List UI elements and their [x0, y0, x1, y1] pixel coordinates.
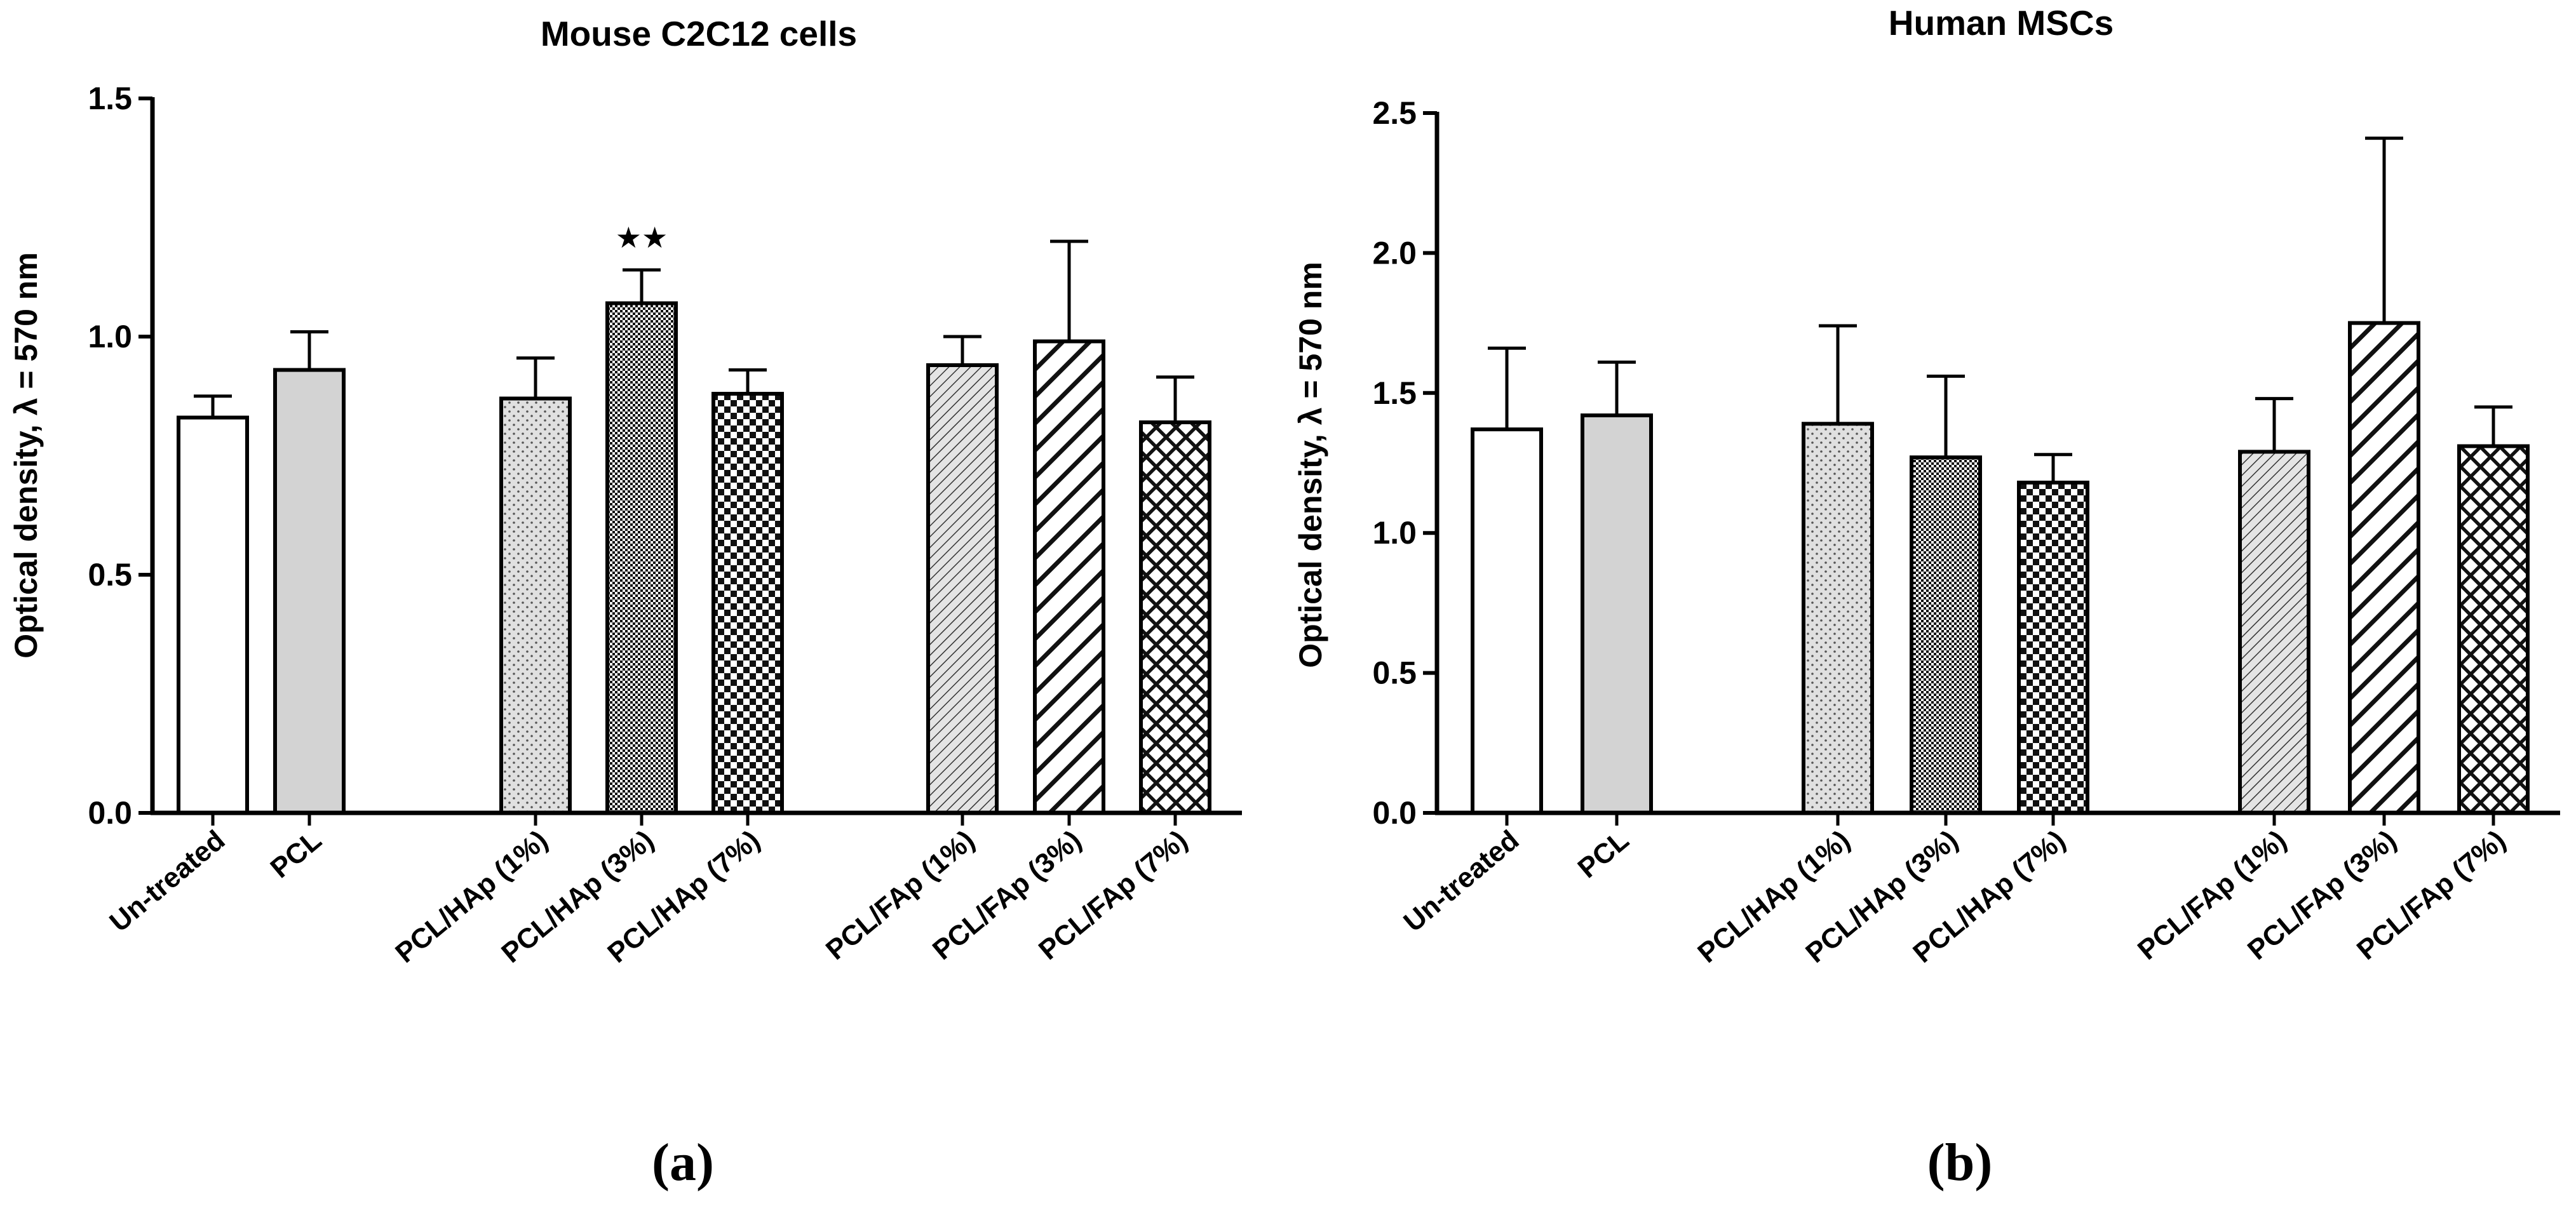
panel-label: (b) — [1927, 1133, 1993, 1192]
error-bar-1 — [290, 330, 328, 370]
y-tick-label: 0.5 — [88, 557, 132, 593]
error-bar-2 — [516, 356, 555, 399]
error-bar-0 — [194, 394, 232, 418]
error-bar-6 — [1050, 239, 1088, 342]
bar-5 — [926, 363, 999, 815]
y-tick-label: 0.5 — [1372, 655, 1417, 691]
error-bar-7 — [2474, 405, 2512, 446]
error-bar-3 — [623, 268, 661, 304]
bar-1 — [1581, 413, 1653, 815]
chart-human-mscs: Human MSCs Optical density, λ = 570 nm (… — [1293, 3, 2560, 1192]
x-category-label: Un-treated — [104, 824, 231, 938]
error-bar-1 — [1598, 360, 1636, 416]
error-bar-7 — [1156, 375, 1194, 422]
error-bar-0 — [1488, 346, 1526, 430]
y-tick-label: 0.0 — [88, 795, 132, 831]
bar-1 — [273, 368, 346, 815]
x-category-label: PCL — [265, 824, 328, 884]
bar-6 — [1033, 339, 1105, 815]
error-bar-2 — [1819, 324, 1857, 424]
y-tick-label: 2.0 — [1372, 235, 1417, 271]
y-tick-label: 0.0 — [1372, 795, 1417, 831]
error-bar-5 — [943, 335, 981, 365]
chart-mouse-c2c12: Mouse C2C12 cells Optical density, λ = 5… — [8, 14, 1242, 1192]
panel-label: (a) — [652, 1133, 714, 1192]
error-bar-4 — [729, 368, 767, 394]
bar-4 — [711, 392, 784, 815]
bar-5 — [2238, 450, 2310, 815]
bar-7 — [2457, 444, 2530, 815]
y-axis-label: Optical density, λ = 570 nm — [1293, 262, 1328, 668]
error-bar-5 — [2255, 397, 2293, 452]
bar-2 — [499, 396, 572, 815]
y-tick-label: 1.5 — [1372, 375, 1417, 411]
bar-0 — [177, 415, 249, 815]
x-category-label: PCL — [1572, 824, 1635, 884]
error-bar-3 — [1927, 374, 1965, 458]
bar-2 — [1802, 422, 1874, 815]
y-tick-label: 1.0 — [88, 319, 132, 354]
y-tick-label: 1.0 — [1372, 515, 1417, 551]
error-bar-4 — [2034, 453, 2072, 483]
y-tick-label: 2.5 — [1372, 95, 1417, 131]
bar-7 — [1139, 420, 1211, 815]
bar-3 — [605, 301, 678, 815]
significance-annotation-0: ★★ — [616, 220, 668, 255]
bar-6 — [2348, 321, 2420, 815]
chart-title: Human MSCs — [1889, 3, 2114, 43]
chart-title: Mouse C2C12 cells — [541, 14, 857, 53]
x-category-label: Un-treated — [1398, 824, 1525, 938]
error-bar-6 — [2365, 137, 2403, 323]
y-axis-label: Optical density, λ = 570 nm — [8, 252, 44, 659]
bar-4 — [2017, 480, 2089, 815]
bar-0 — [1471, 427, 1543, 815]
y-tick-label: 1.5 — [88, 81, 132, 116]
bar-3 — [1910, 455, 1982, 815]
